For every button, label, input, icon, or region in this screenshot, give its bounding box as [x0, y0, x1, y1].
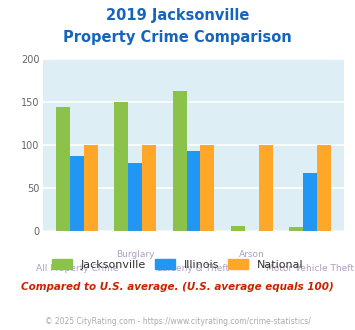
Bar — [142, 145, 156, 231]
Bar — [114, 102, 129, 231]
Text: 2019 Jacksonville: 2019 Jacksonville — [106, 8, 249, 23]
Text: Larceny & Theft: Larceny & Theft — [157, 264, 230, 273]
Bar — [258, 145, 273, 231]
Bar — [317, 145, 331, 231]
Text: Motor Vehicle Theft: Motor Vehicle Theft — [266, 264, 354, 273]
Text: Property Crime Comparison: Property Crime Comparison — [63, 30, 292, 45]
Bar — [173, 91, 186, 231]
Text: Arson: Arson — [239, 250, 264, 259]
Bar — [231, 226, 245, 231]
Bar — [201, 145, 214, 231]
Bar — [70, 156, 84, 231]
Bar — [289, 227, 303, 231]
Bar — [303, 173, 317, 231]
Text: Burglary: Burglary — [116, 250, 155, 259]
Text: Compared to U.S. average. (U.S. average equals 100): Compared to U.S. average. (U.S. average … — [21, 282, 334, 292]
Text: © 2025 CityRating.com - https://www.cityrating.com/crime-statistics/: © 2025 CityRating.com - https://www.city… — [45, 317, 310, 326]
Bar — [129, 163, 142, 231]
Text: All Property Crime: All Property Crime — [36, 264, 119, 273]
Bar — [84, 145, 98, 231]
Bar — [186, 151, 201, 231]
Legend: Jacksonville, Illinois, National: Jacksonville, Illinois, National — [47, 255, 308, 274]
Bar — [56, 107, 70, 231]
